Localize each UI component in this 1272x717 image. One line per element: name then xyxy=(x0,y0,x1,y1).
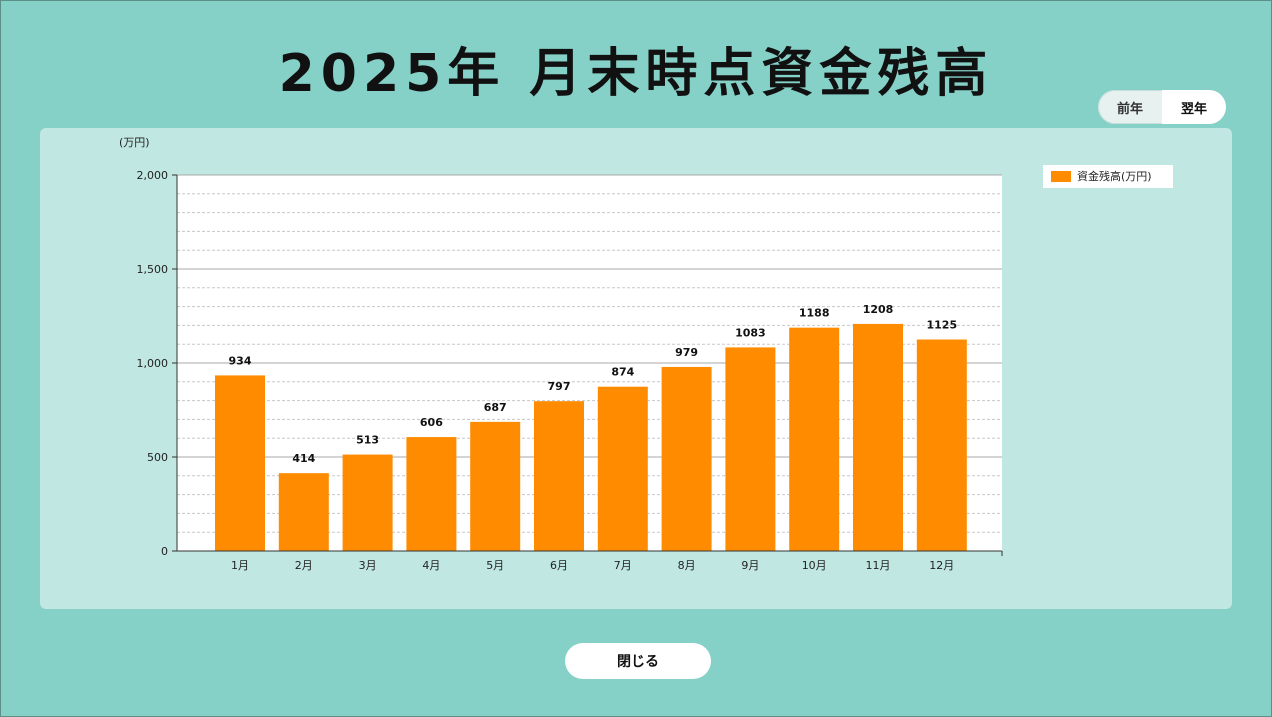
data-label: 1188 xyxy=(799,307,830,320)
data-label: 687 xyxy=(484,401,507,414)
bar[interactable] xyxy=(470,421,521,551)
x-tick-label: 7月 xyxy=(614,559,632,572)
close-button[interactable]: 閉じる xyxy=(565,643,711,679)
bar-chart: 0 500 1,000 1,500 2,000 (万円) 934 1月 414 2月 513 3月 60… xyxy=(119,136,1173,572)
bar[interactable] xyxy=(534,401,584,551)
bar[interactable] xyxy=(342,454,393,551)
prev-year-button[interactable]: 前年 xyxy=(1116,101,1143,117)
next-year-button[interactable]: 翌年 xyxy=(1162,90,1226,124)
data-label: 934 xyxy=(229,354,252,367)
y-tick-label: 2,000 xyxy=(137,169,169,182)
bar[interactable] xyxy=(725,347,776,551)
y-axis-label: (万円) xyxy=(119,136,150,149)
x-tick-label: 4月 xyxy=(422,559,440,572)
x-tick-label: 12月 xyxy=(929,559,954,572)
x-tick-label: 5月 xyxy=(486,559,504,572)
x-tick-label: 11月 xyxy=(866,559,891,572)
chart-panel: 0 500 1,000 1,500 2,000 (万円) 934 1月 414 2月 513 3月 60… xyxy=(40,128,1232,609)
y-tick-label: 0 xyxy=(161,545,168,558)
x-tick-label: 1月 xyxy=(231,559,249,572)
bar[interactable] xyxy=(916,339,967,552)
data-label: 874 xyxy=(611,366,634,379)
data-label: 414 xyxy=(292,452,315,465)
bar[interactable] xyxy=(597,386,648,551)
x-tick-label: 8月 xyxy=(678,559,696,572)
data-label: 797 xyxy=(548,380,571,393)
bar[interactable] xyxy=(853,323,903,551)
bar[interactable] xyxy=(278,473,329,551)
bar[interactable] xyxy=(661,366,712,551)
x-tick-label: 3月 xyxy=(359,559,377,572)
bar[interactable] xyxy=(789,327,840,551)
x-tick-label: 2月 xyxy=(295,559,313,572)
legend-swatch xyxy=(1051,171,1071,182)
y-tick-label: 500 xyxy=(147,451,168,464)
year-toggle: 前年 翌年 xyxy=(1098,90,1226,124)
data-label: 1208 xyxy=(863,303,894,316)
x-tick-label: 10月 xyxy=(802,559,827,572)
data-label: 1125 xyxy=(926,319,957,332)
y-tick-label: 1,500 xyxy=(137,263,169,276)
legend-box xyxy=(1043,165,1173,188)
bar[interactable] xyxy=(215,375,265,551)
x-tick-label: 6月 xyxy=(550,559,568,572)
data-label: 1083 xyxy=(735,326,766,339)
page-title: 2025年 月末時点資金残高 xyxy=(278,44,994,104)
y-tick-label: 1,000 xyxy=(137,357,169,370)
data-label: 979 xyxy=(675,346,698,359)
data-label: 513 xyxy=(356,434,379,447)
data-label: 606 xyxy=(420,416,443,429)
legend-label: 資金残高(万円) xyxy=(1077,169,1152,183)
x-tick-label: 9月 xyxy=(741,559,759,572)
bar[interactable] xyxy=(406,437,457,551)
